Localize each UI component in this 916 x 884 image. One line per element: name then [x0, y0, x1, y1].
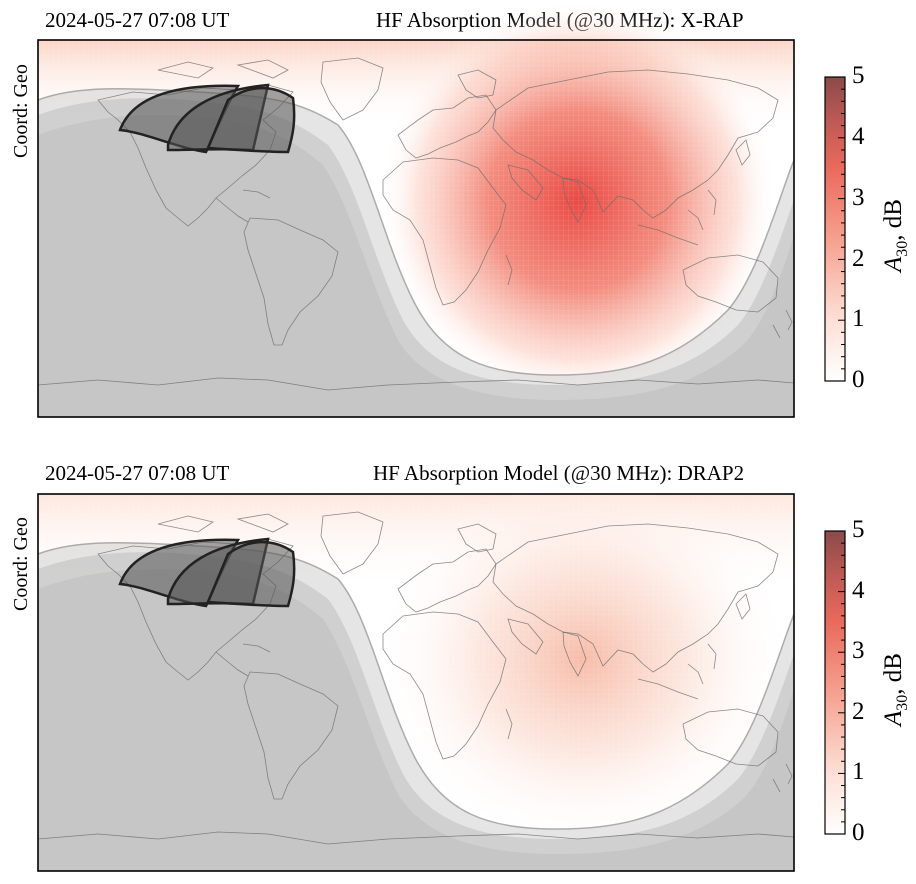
colorbar-1 [824, 76, 846, 382]
colorbar1-tick: 5 [852, 62, 865, 89]
colorbar2-tick: 3 [852, 637, 865, 664]
colorbar1-label: A30, dB [880, 199, 911, 272]
colorbar1-tick: 2 [852, 245, 865, 272]
colorbar2-tick: 4 [852, 577, 865, 604]
colorbar2-tick: 5 [852, 516, 865, 543]
colorbar2-label: A30, dB [880, 653, 911, 726]
colorbar2-tick: 1 [852, 758, 865, 785]
panel2-timestamp: 2024-05-27 07:08 UT [45, 461, 230, 485]
panel1-timestamp: 2024-05-27 07:08 UT [45, 8, 230, 32]
colorbar2-tick: 2 [852, 698, 865, 725]
colorbar2-tick: 0 [852, 819, 865, 846]
colorbar1-tick: 1 [852, 305, 865, 332]
colorbar1-tick: 3 [852, 184, 865, 211]
panel2-frame [37, 493, 795, 872]
colorbar1-tick: 0 [852, 366, 865, 393]
colorbar1-tick: 4 [852, 123, 865, 150]
panel2-map [37, 469, 795, 872]
panel1-map [37, 0, 795, 418]
colorbar-2 [824, 530, 846, 835]
panel1-frame [37, 39, 795, 418]
